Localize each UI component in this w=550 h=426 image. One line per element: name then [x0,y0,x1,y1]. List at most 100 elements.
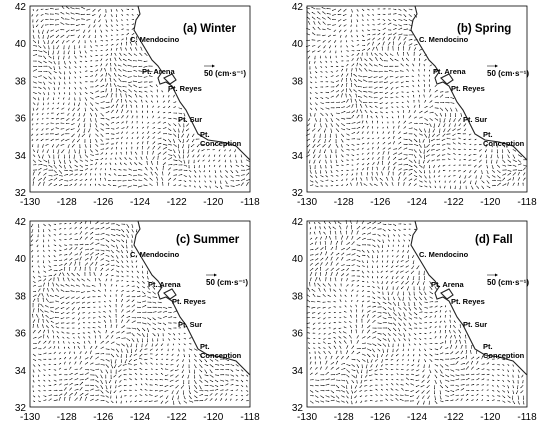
current-vector-head [177,137,179,139]
current-vector-head [128,84,130,86]
current-vector-head [351,72,353,74]
current-vector-head [37,119,39,121]
current-vector-head [362,15,364,17]
current-vector-head [353,63,355,65]
current-vector-head [36,76,37,78]
current-vector-head [46,71,48,73]
current-vector-head [189,176,191,178]
current-vector-head [121,109,123,111]
current-vector-head [201,150,203,151]
current-vector-head [156,176,158,178]
current-vector-head [191,145,192,147]
current-vector-head [63,58,65,60]
current-vector-head [390,53,392,55]
current-vector-head [363,9,365,11]
current-vector-field [30,220,249,405]
current-vector-head [353,50,355,52]
current-vector-head [55,30,57,32]
current-vector-head [340,36,341,38]
current-vector-head [156,166,157,168]
current-vector-head [117,99,119,101]
current-vector-head [182,142,184,144]
current-vector-head [138,70,140,72]
current-vector-head [312,16,314,18]
current-vector-head [473,148,475,150]
current-vector-head [361,52,363,54]
current-vector-head [322,11,324,13]
current-vector-head [179,157,181,159]
current-vector-head [64,157,66,159]
current-vector-head [132,66,134,68]
current-vector-head [117,29,119,31]
current-vector-head [148,136,150,138]
current-vector-head [317,11,319,13]
current-vector-head [236,161,238,163]
current-vector-head [352,45,354,47]
current-vector-head [390,33,392,35]
current-vector-head [153,136,155,138]
current-vector-head [86,179,88,181]
current-vector-head [94,173,96,175]
current-vector-head [41,26,43,28]
current-vector-head [193,162,195,164]
current-vector-head [176,164,178,166]
current-vector-head [85,66,87,68]
current-vector-head [368,48,370,50]
current-vector-head [130,41,131,43]
current-vector-head [69,88,71,90]
current-vector-head [322,41,324,43]
current-vector-head [127,126,129,128]
current-vector-head [76,166,78,167]
current-vector-head [40,14,42,16]
current-vector-head [45,61,47,63]
current-vector-head [103,85,105,86]
current-vector-head [312,45,314,47]
current-vector-head [64,93,66,95]
current-vector-head [84,42,86,44]
current-vector-head [390,13,391,15]
current-vector-head [448,97,449,99]
current-vector-head [372,9,374,11]
y-axis: 42 40 38 36 34 32 [15,2,27,199]
current-vector-head [50,133,52,135]
current-vector-head [47,113,49,115]
current-vector-head [95,167,97,169]
current-vector-head [174,178,176,180]
current-vector-head [86,19,88,21]
current-vector-head [373,70,375,72]
current-vector-head [96,45,98,47]
panel-frame [29,5,251,193]
current-vector-head [317,27,319,29]
current-vector-head [414,47,416,49]
current-vector-head [55,24,57,26]
current-vector-head [169,112,171,113]
current-vector-head [69,157,70,159]
current-vector-head [242,182,244,184]
current-vector-head [116,104,118,106]
current-vector-head [207,149,208,151]
current-vector-head [74,48,76,50]
current-vector-head [347,60,349,62]
current-vector-head [308,57,309,59]
current-vector-head [87,244,89,246]
current-vector-head [69,72,71,74]
current-vector-head [101,58,102,60]
current-vector-head [91,71,93,73]
x-axis: -130 -128 -126 -124 -122 -120 -118 [20,197,260,208]
panel-spring: (b) Spring C. Mendocino Pt. Arena Pt. Re… [292,2,537,208]
current-vector-head [164,106,166,108]
current-vector-head [97,159,99,161]
current-vector-head [116,141,118,143]
current-vector-head [242,165,244,167]
current-vector-head [421,122,423,124]
current-vector-head [32,145,34,147]
current-vector-head [364,63,366,65]
current-vector-head [81,135,83,137]
current-vector-head [122,24,124,26]
current-vector-head [40,75,42,77]
current-vector-head [188,167,190,169]
current-vector-head [192,135,194,137]
current-vector-head [130,162,131,164]
current-vector-head [241,161,243,163]
current-vector-head [76,24,78,26]
